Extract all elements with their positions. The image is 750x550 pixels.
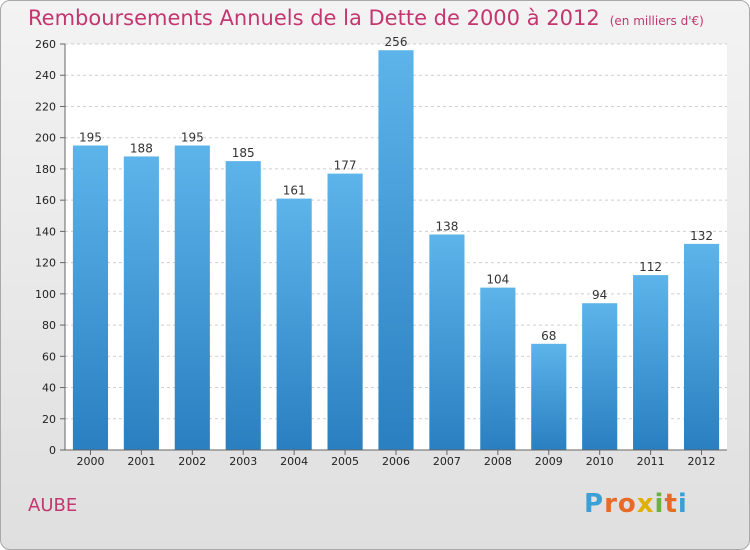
bar-2004 bbox=[276, 198, 312, 450]
bar-2010 bbox=[582, 303, 618, 450]
bar-value-label: 188 bbox=[130, 141, 153, 155]
x-tick-label: 2009 bbox=[535, 455, 563, 468]
y-tick-label: 220 bbox=[35, 100, 56, 113]
bar-2002 bbox=[174, 145, 210, 450]
x-tick-label: 2004 bbox=[280, 455, 308, 468]
logo-letter: t bbox=[664, 489, 678, 519]
y-tick-label: 260 bbox=[35, 38, 56, 51]
bar-value-label: 104 bbox=[486, 273, 509, 287]
bar-value-label: 195 bbox=[79, 131, 102, 145]
logo-letter: i bbox=[654, 489, 665, 519]
bar-2000 bbox=[72, 145, 109, 450]
x-tick-label: 2011 bbox=[637, 455, 665, 468]
bar-value-label: 195 bbox=[181, 131, 204, 145]
x-tick-label: 2010 bbox=[586, 455, 614, 468]
x-tick-label: 2005 bbox=[331, 455, 359, 468]
bar-2007 bbox=[429, 234, 465, 450]
bar-2003 bbox=[225, 161, 261, 450]
bar-value-label: 112 bbox=[639, 260, 662, 274]
y-tick-label: 240 bbox=[35, 69, 56, 82]
bar-value-label: 161 bbox=[283, 184, 306, 198]
bar-value-label: 68 bbox=[541, 329, 556, 343]
x-tick-label: 2012 bbox=[688, 455, 716, 468]
y-tick-label: 160 bbox=[35, 194, 56, 207]
place-name: AUBE bbox=[28, 495, 78, 516]
logo-letter: i bbox=[677, 489, 688, 519]
y-tick-label: 180 bbox=[35, 163, 56, 176]
bar-2001 bbox=[123, 156, 159, 450]
x-tick-label: 2000 bbox=[76, 455, 104, 468]
y-tick-label: 120 bbox=[35, 257, 56, 270]
logo-letter: o bbox=[617, 489, 637, 519]
y-tick-label: 60 bbox=[42, 350, 56, 363]
x-tick-label: 2002 bbox=[178, 455, 206, 468]
y-tick-label: 80 bbox=[42, 319, 56, 332]
x-tick-label: 2006 bbox=[382, 455, 410, 468]
bar-2005 bbox=[327, 173, 363, 450]
bar-value-label: 138 bbox=[435, 220, 458, 234]
y-tick-label: 200 bbox=[35, 132, 56, 145]
bar-value-label: 177 bbox=[334, 159, 357, 173]
y-tick-label: 140 bbox=[35, 225, 56, 238]
logo-letter: r bbox=[604, 489, 618, 519]
x-tick-label: 2007 bbox=[433, 455, 461, 468]
title-text: Remboursements Annuels de la Dette de 20… bbox=[28, 6, 600, 30]
chart-title: Remboursements Annuels de la Dette de 20… bbox=[28, 6, 704, 30]
y-tick-label: 100 bbox=[35, 288, 56, 301]
bar-2008 bbox=[480, 287, 516, 450]
logo-letter: P bbox=[584, 489, 605, 519]
bar-2009 bbox=[531, 343, 567, 450]
y-tick-label: 0 bbox=[49, 444, 56, 457]
bar-2006 bbox=[378, 50, 414, 450]
bar-value-label: 94 bbox=[592, 288, 607, 302]
bar-2011 bbox=[633, 275, 669, 450]
bar-2012 bbox=[683, 243, 720, 450]
x-tick-label: 2001 bbox=[127, 455, 155, 468]
logo-letter: x bbox=[636, 489, 655, 519]
bar-value-label: 132 bbox=[690, 229, 713, 243]
x-tick-label: 2008 bbox=[484, 455, 512, 468]
x-axis: 2000 2001 2002 2003 2004 2005 2006 2007 2008 2009… bbox=[65, 449, 727, 468]
x-tick-label: 2003 bbox=[229, 455, 257, 468]
y-tick-label: 20 bbox=[42, 413, 56, 426]
bar-value-label: 256 bbox=[385, 35, 408, 49]
bars: 195 188 195 185 161 177 256 138 104 68 94 112 132 bbox=[72, 35, 720, 450]
y-axis: 0 20 40 60 80 100 120 140 160 180 200 220 240 260 bbox=[35, 38, 66, 457]
proxiti-logo: Proxiti bbox=[584, 489, 688, 519]
unit-label: (en milliers d'€) bbox=[609, 14, 704, 28]
y-tick-label: 40 bbox=[42, 382, 56, 395]
bar-value-label: 185 bbox=[232, 146, 255, 160]
